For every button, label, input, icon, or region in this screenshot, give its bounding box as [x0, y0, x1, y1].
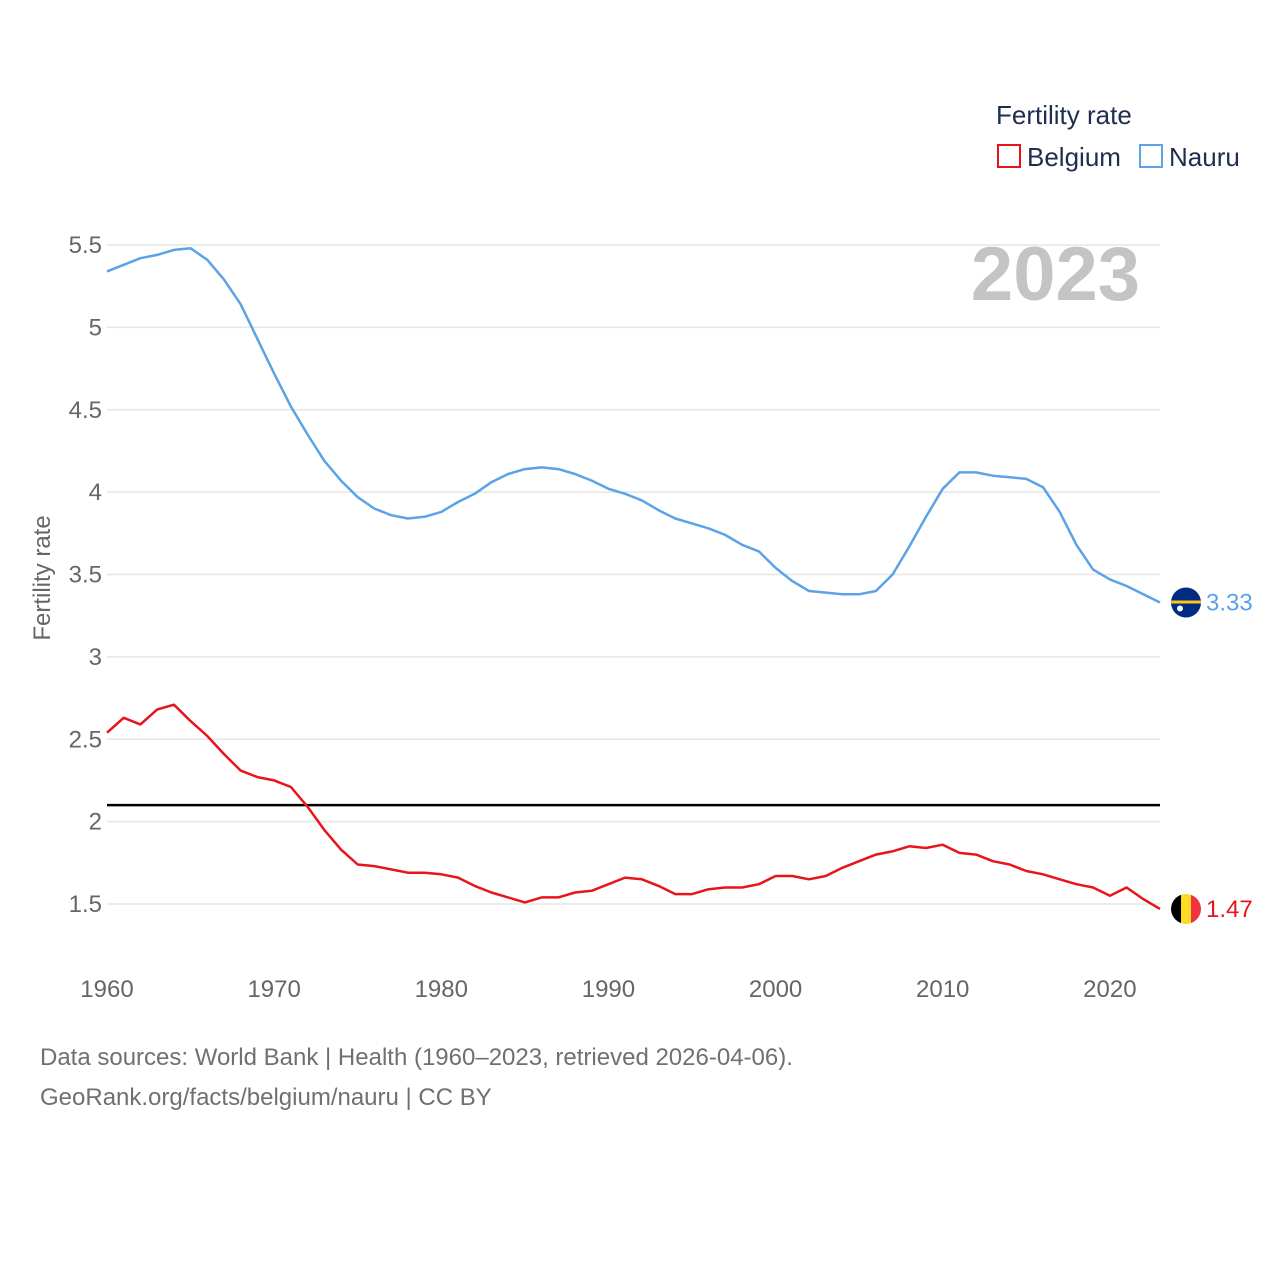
legend-label-belgium[interactable]: Belgium	[1027, 142, 1121, 172]
y-tick-label: 1.5	[69, 891, 102, 918]
y-axis-title: Fertility rate	[29, 515, 56, 640]
x-tick-label: 1960	[80, 976, 133, 1003]
x-tick-label: 1980	[415, 976, 468, 1003]
y-tick-label: 3.5	[69, 562, 102, 589]
x-tick-label: 2000	[749, 976, 802, 1003]
y-tick-label: 4	[89, 479, 102, 506]
gridlines	[107, 244, 1160, 905]
end-value-nauru: 3.33	[1206, 590, 1253, 617]
x-axis-ticks: 1960 1970 1980 1990 2000 2010 2020	[80, 976, 1136, 1003]
series-lines	[106, 247, 1161, 910]
footer-credit[interactable]: GeoRank.org/facts/belgium/nauru | CC BY	[40, 1084, 492, 1111]
fertility-line-chart: 1.5 2 2.5 3 3.5 4 4.5 5 5.5 1960 1970 1980 1990 2000…	[29, 100, 1253, 1003]
y-tick-label: 3	[89, 644, 102, 671]
year-label: 2023	[971, 232, 1140, 317]
footer-sources: Data sources: World Bank | Health (1960–…	[40, 1044, 793, 1071]
y-tick-label: 2.5	[69, 726, 102, 753]
x-tick-label: 2010	[916, 976, 969, 1003]
legend-swatch-belgium[interactable]	[997, 144, 1021, 168]
series-line-belgium[interactable]	[106, 703, 1161, 910]
x-tick-label: 2020	[1083, 976, 1136, 1003]
end-markers: 1.47 3.33	[1171, 587, 1253, 924]
y-axis-ticks: 1.5 2 2.5 3 3.5 4 4.5 5 5.5	[69, 232, 102, 918]
y-tick-label: 2	[89, 809, 102, 836]
x-tick-label: 1970	[247, 976, 300, 1003]
y-tick-label: 4.5	[69, 397, 102, 424]
y-tick-label: 5.5	[69, 232, 102, 259]
x-tick-label: 1990	[582, 976, 635, 1003]
legend-title: Fertility rate	[996, 100, 1132, 130]
nauru-flag-icon	[1171, 587, 1201, 618]
legend-swatch-nauru[interactable]	[1139, 144, 1163, 168]
y-tick-label: 5	[89, 314, 102, 341]
series-line-nauru[interactable]	[106, 247, 1161, 604]
legend-label-nauru[interactable]: Nauru	[1169, 142, 1240, 172]
belgium-flag-icon	[1171, 893, 1201, 924]
legend: Fertility rate Belgium Nauru	[996, 100, 1240, 172]
end-value-belgium: 1.47	[1206, 896, 1253, 923]
